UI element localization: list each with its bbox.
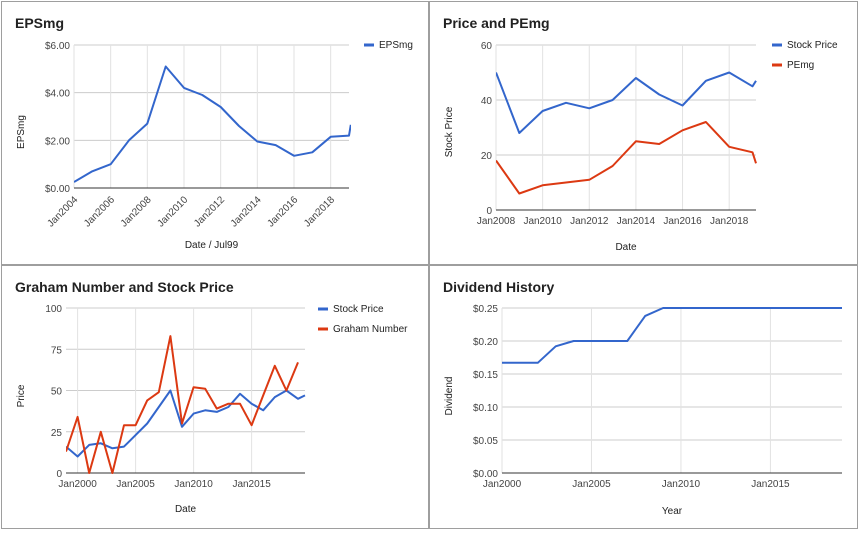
legend-label: Stock Price bbox=[787, 40, 838, 51]
y-tick-label: 60 bbox=[481, 41, 493, 52]
x-tick-label: Jan2000 bbox=[58, 479, 97, 490]
x-tick-label: Jan2010 bbox=[523, 216, 562, 227]
x-tick-label: Jan2018 bbox=[710, 216, 749, 227]
legend-label: EPSmg bbox=[379, 40, 413, 51]
x-tick-label: Jan2014 bbox=[229, 194, 264, 229]
x-tick-label: Jan2012 bbox=[192, 194, 227, 229]
y-axis-label: EPSmg bbox=[16, 115, 27, 149]
legend-label: Graham Number bbox=[333, 324, 408, 335]
x-tick-label: Jan2004 bbox=[45, 194, 80, 229]
chart-panel-epsmg: EPSmg $0.00 $2.00 $4.00 $6.00 Jan2004 Jan2006 J… bbox=[1, 1, 429, 265]
chart-title: Dividend History bbox=[443, 279, 554, 295]
x-tick-label: Jan2010 bbox=[662, 479, 701, 490]
y-tick-label: $0.15 bbox=[473, 370, 498, 381]
y-tick-label: $2.00 bbox=[45, 136, 70, 147]
x-tick-label: Jan2005 bbox=[572, 479, 611, 490]
series-line-epsmg bbox=[74, 65, 351, 183]
y-tick-label: $0.00 bbox=[473, 469, 498, 480]
chart-title: Graham Number and Stock Price bbox=[15, 279, 234, 295]
chart-svg: Price and PEmg 0 20 40 60 Jan2008 Jan2010 Jan20… bbox=[443, 15, 838, 253]
x-tick-label: Jan2010 bbox=[155, 194, 190, 229]
x-tick-label: Jan2005 bbox=[116, 479, 155, 490]
legend-label: PEmg bbox=[787, 60, 814, 71]
x-tick-label: Jan2015 bbox=[751, 479, 790, 490]
x-tick-label: Jan2000 bbox=[483, 479, 522, 490]
x-tick-label: Jan2006 bbox=[82, 194, 117, 229]
y-tick-label: $0.10 bbox=[473, 403, 498, 414]
y-axis-label: Stock Price bbox=[444, 106, 455, 157]
series-line-graham-number bbox=[66, 335, 299, 474]
x-tick-label: Jan2012 bbox=[570, 216, 609, 227]
y-tick-label: 25 bbox=[51, 428, 63, 439]
chart-title: Price and PEmg bbox=[443, 15, 550, 31]
y-tick-label: $0.05 bbox=[473, 436, 498, 447]
x-tick-label: Jan2010 bbox=[174, 479, 213, 490]
x-tick-label: Jan2008 bbox=[119, 194, 154, 229]
y-tick-label: $0.00 bbox=[45, 184, 70, 195]
y-tick-label: $6.00 bbox=[45, 41, 70, 52]
x-tick-label: Jan2008 bbox=[477, 216, 516, 227]
y-tick-label: $0.25 bbox=[473, 304, 498, 315]
series-line-stock-price bbox=[496, 71, 757, 134]
chart-svg: Dividend History $0.00 $0.05 $0.10 $0.15 $0.2… bbox=[443, 279, 842, 517]
series-line-pemg bbox=[496, 121, 757, 195]
x-tick-label: Jan2014 bbox=[617, 216, 656, 227]
y-tick-label: 50 bbox=[51, 387, 63, 398]
y-axis-label: Price bbox=[16, 384, 27, 407]
x-axis-label: Date / Jul99 bbox=[185, 240, 239, 251]
y-axis-label: Dividend bbox=[444, 377, 455, 416]
y-tick-label: 75 bbox=[51, 345, 63, 356]
y-tick-label: $4.00 bbox=[45, 89, 70, 100]
x-axis-label: Date bbox=[615, 242, 637, 253]
x-tick-label: Jan2016 bbox=[663, 216, 702, 227]
chart-panel-dividend-history: Dividend History $0.00 $0.05 $0.10 $0.15 $0.2… bbox=[429, 265, 858, 529]
x-tick-label: Jan2016 bbox=[265, 194, 300, 229]
chart-panel-price-and-pemg: Price and PEmg 0 20 40 60 Jan2008 Jan2010 Jan20… bbox=[429, 1, 858, 265]
y-tick-label: 100 bbox=[45, 304, 62, 315]
chart-panel-graham-number: Graham Number and Stock Price 0 25 50 75 100 J… bbox=[1, 265, 429, 529]
y-tick-label: 0 bbox=[486, 206, 492, 217]
x-tick-label: Jan2018 bbox=[302, 194, 337, 229]
x-axis-label: Year bbox=[662, 506, 683, 517]
series-line-dividend bbox=[502, 307, 842, 364]
x-axis-label: Date bbox=[175, 504, 197, 515]
y-tick-label: 20 bbox=[481, 151, 493, 162]
chart-svg: Graham Number and Stock Price 0 25 50 75 100 J… bbox=[15, 279, 408, 515]
chart-title: EPSmg bbox=[15, 15, 64, 31]
legend-label: Stock Price bbox=[333, 304, 384, 315]
y-tick-label: 0 bbox=[56, 469, 62, 480]
series-line-stock-price bbox=[66, 389, 306, 458]
y-tick-label: $0.20 bbox=[473, 337, 498, 348]
y-tick-label: 40 bbox=[481, 96, 493, 107]
x-tick-label: Jan2015 bbox=[232, 479, 271, 490]
